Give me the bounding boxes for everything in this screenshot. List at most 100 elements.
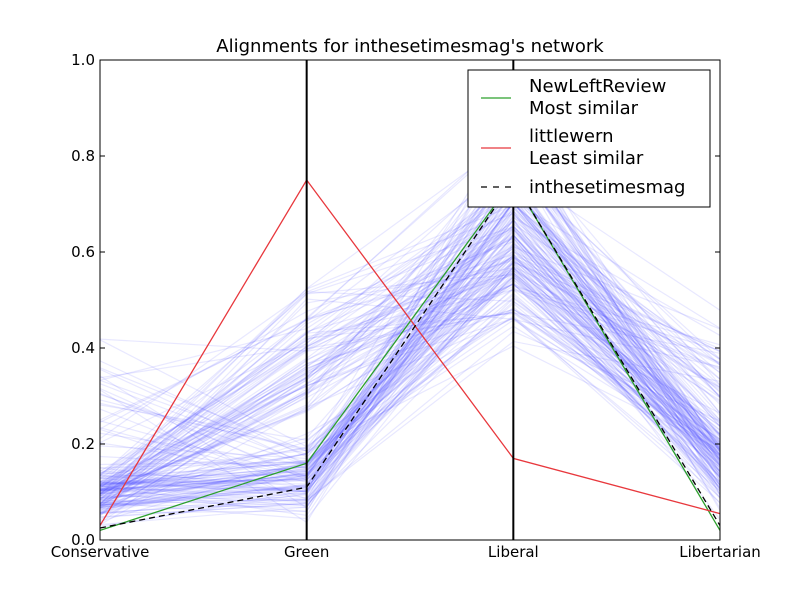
- network-line: [99, 261, 721, 499]
- network-line: [99, 246, 721, 491]
- network-line: [99, 228, 721, 482]
- network-line: [99, 266, 721, 499]
- network-line: [99, 228, 721, 512]
- network-line: [99, 162, 721, 479]
- network-line: [99, 278, 721, 486]
- network-line: [99, 173, 721, 490]
- network-line: [99, 234, 721, 508]
- network-line: [99, 268, 721, 504]
- network-line: [99, 152, 721, 498]
- network-line: [99, 210, 721, 505]
- network-line: [99, 319, 721, 512]
- network-line: [99, 260, 721, 480]
- network-line: [99, 188, 721, 469]
- network-line: [99, 262, 721, 500]
- network-line: [99, 197, 721, 511]
- network-line: [99, 129, 721, 482]
- network-line: [99, 271, 721, 495]
- network-line: [99, 291, 721, 489]
- network-line: [99, 308, 721, 477]
- network-line: [99, 296, 721, 501]
- network-line: [99, 130, 721, 493]
- network-line: [99, 312, 721, 493]
- network-line: [99, 311, 721, 491]
- network-line: [99, 316, 721, 515]
- network-line: [99, 188, 721, 444]
- network-line: [99, 185, 721, 479]
- network-line: [99, 245, 721, 451]
- network-line: [99, 256, 721, 495]
- series-line-inthesetimesmag: [99, 178, 721, 529]
- network-line: [99, 302, 721, 481]
- network-line: [99, 223, 721, 456]
- network-line: [99, 215, 721, 513]
- network-line: [99, 237, 721, 508]
- network-line: [99, 178, 721, 498]
- network-line: [99, 225, 721, 493]
- network-line: [99, 171, 721, 509]
- network-line: [99, 157, 721, 506]
- legend-label: littlewern: [529, 126, 613, 147]
- network-line: [99, 199, 721, 503]
- network-line: [99, 261, 721, 520]
- network-line: [99, 201, 721, 518]
- category-label: Conservative: [51, 543, 150, 561]
- network-line: [99, 289, 721, 480]
- network-line: [99, 286, 721, 484]
- network-line: [99, 253, 721, 490]
- network-line: [99, 209, 721, 516]
- network-line: [99, 210, 721, 485]
- network-line: [99, 219, 721, 515]
- network-line: [99, 204, 721, 497]
- network-line: [99, 283, 721, 515]
- network-line: [99, 260, 721, 508]
- network-line: [99, 229, 721, 487]
- category-label: Green: [284, 543, 329, 561]
- network-line: [99, 294, 721, 483]
- network-line: [99, 141, 721, 466]
- network-line: [99, 254, 721, 458]
- network-line: [99, 199, 721, 508]
- network-line: [99, 315, 721, 498]
- network-line: [99, 317, 721, 492]
- network-line: [99, 201, 721, 476]
- network-line: [99, 308, 721, 483]
- network-line: [99, 267, 721, 505]
- network-line: [99, 234, 721, 493]
- series-line-NewLeftReview: [99, 178, 721, 532]
- network-line: [99, 198, 721, 509]
- category-label: Liberal: [488, 543, 539, 561]
- y-tick-label: 0.2: [71, 435, 95, 453]
- network-line: [99, 285, 721, 500]
- network-line: [99, 317, 721, 526]
- network-line: [99, 219, 721, 507]
- network-line: [99, 274, 721, 479]
- network-line: [99, 137, 721, 487]
- network-line: [99, 330, 721, 502]
- network-line: [99, 201, 721, 491]
- network-line: [99, 240, 721, 520]
- network-line: [99, 188, 721, 491]
- network-line: [99, 255, 721, 487]
- network-line: [99, 167, 721, 494]
- network-line: [99, 266, 721, 507]
- network-line: [99, 257, 721, 507]
- network-line: [99, 206, 721, 501]
- network-line: [99, 164, 721, 489]
- network-line: [99, 132, 721, 501]
- network-line: [99, 292, 721, 490]
- network-line: [99, 283, 721, 482]
- y-tick-label: 0.0: [71, 531, 95, 549]
- network-line: [99, 242, 721, 476]
- network-line: [99, 156, 721, 485]
- network-line: [99, 282, 721, 491]
- network-line: [99, 193, 721, 381]
- network-line: [99, 183, 721, 514]
- legend-label: inthesetimesmag: [529, 177, 685, 198]
- network-line: [99, 234, 721, 526]
- network-line: [99, 308, 721, 496]
- network-line: [99, 237, 721, 509]
- network-line: [99, 289, 721, 506]
- network-line: [99, 311, 721, 495]
